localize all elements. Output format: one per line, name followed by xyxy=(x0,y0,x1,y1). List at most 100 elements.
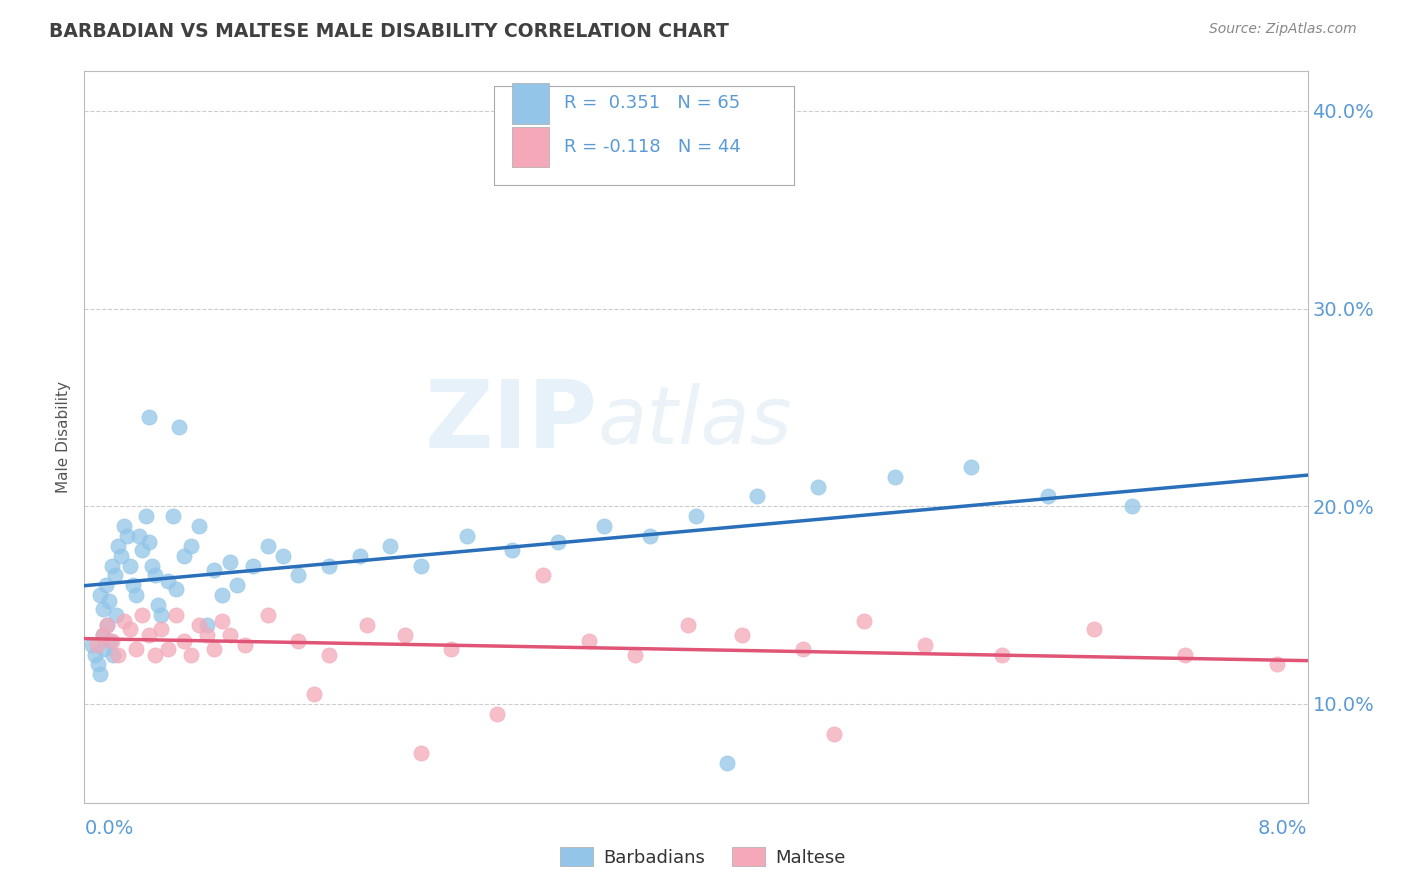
Text: 8.0%: 8.0% xyxy=(1258,819,1308,838)
Point xyxy=(89,588,111,602)
Point xyxy=(195,628,218,642)
Point xyxy=(271,549,294,563)
Point xyxy=(349,549,371,563)
Bar xyxy=(513,83,550,123)
Point xyxy=(138,534,160,549)
Point xyxy=(96,618,118,632)
Point xyxy=(86,638,108,652)
FancyBboxPatch shape xyxy=(494,86,794,185)
Point xyxy=(547,534,569,549)
Text: BARBADIAN VS MALTESE MALE DISABILITY CORRELATION CHART: BARBADIAN VS MALTESE MALE DISABILITY COR… xyxy=(49,22,730,41)
Point xyxy=(165,607,187,622)
Point xyxy=(87,657,110,672)
Point xyxy=(120,622,142,636)
Point xyxy=(173,633,195,648)
Point xyxy=(233,638,256,652)
Point xyxy=(141,558,163,573)
Point xyxy=(302,687,325,701)
Point xyxy=(91,602,114,616)
Point xyxy=(180,648,202,662)
Point xyxy=(1121,500,1143,514)
Point xyxy=(747,489,769,503)
Point xyxy=(257,539,280,553)
Point xyxy=(226,578,249,592)
Point xyxy=(218,628,240,642)
Point xyxy=(685,509,707,524)
Point xyxy=(91,628,114,642)
Point xyxy=(89,667,111,681)
Point xyxy=(486,706,509,721)
Bar xyxy=(513,127,550,167)
Point xyxy=(120,558,142,573)
Point xyxy=(991,648,1014,662)
Point xyxy=(131,607,153,622)
Point xyxy=(409,558,432,573)
Point xyxy=(84,648,107,662)
Point xyxy=(112,614,135,628)
Point xyxy=(502,542,524,557)
Point xyxy=(792,641,814,656)
Point xyxy=(122,578,145,592)
Point xyxy=(807,479,830,493)
Point xyxy=(211,614,233,628)
Point xyxy=(173,549,195,563)
Point xyxy=(211,588,233,602)
Point xyxy=(165,582,187,597)
Point xyxy=(149,607,172,622)
Point xyxy=(578,633,600,648)
Point xyxy=(638,529,661,543)
Point xyxy=(914,638,936,652)
Point xyxy=(218,555,240,569)
Point xyxy=(146,598,169,612)
Point xyxy=(188,618,211,632)
Point xyxy=(356,618,378,632)
Legend: Barbadians, Maltese: Barbadians, Maltese xyxy=(553,840,853,874)
Point xyxy=(112,519,135,533)
Point xyxy=(167,420,190,434)
Point xyxy=(131,542,153,557)
Point xyxy=(1083,622,1105,636)
Point xyxy=(188,519,211,533)
Point xyxy=(98,633,121,648)
Point xyxy=(242,558,264,573)
Text: Source: ZipAtlas.com: Source: ZipAtlas.com xyxy=(1209,22,1357,37)
Point xyxy=(1174,648,1197,662)
Point xyxy=(624,648,647,662)
Point xyxy=(180,539,202,553)
Text: atlas: atlas xyxy=(598,384,793,461)
Point xyxy=(96,618,118,632)
Point xyxy=(380,539,402,553)
Point xyxy=(853,614,876,628)
Point xyxy=(394,628,416,642)
Point xyxy=(823,726,845,740)
Point xyxy=(440,641,463,656)
Point xyxy=(257,607,280,622)
Point xyxy=(731,628,754,642)
Point xyxy=(107,539,129,553)
Point xyxy=(128,529,150,543)
Point xyxy=(678,618,700,632)
Point xyxy=(138,628,160,642)
Point xyxy=(318,558,340,573)
Point xyxy=(107,648,129,662)
Point xyxy=(104,568,127,582)
Point xyxy=(531,568,554,582)
Point xyxy=(202,641,225,656)
Point xyxy=(409,747,432,761)
Text: 0.0%: 0.0% xyxy=(84,819,134,838)
Point xyxy=(80,638,103,652)
Point xyxy=(960,459,983,474)
Text: R = -0.118   N = 44: R = -0.118 N = 44 xyxy=(564,138,741,156)
Point xyxy=(143,568,166,582)
Point xyxy=(91,628,114,642)
Point xyxy=(93,641,115,656)
Point xyxy=(1265,657,1288,672)
Point xyxy=(115,529,138,543)
Point xyxy=(162,509,184,524)
Point xyxy=(318,648,340,662)
Point xyxy=(149,622,172,636)
Point xyxy=(138,410,160,425)
Point xyxy=(103,648,125,662)
Point xyxy=(105,607,128,622)
Y-axis label: Male Disability: Male Disability xyxy=(56,381,72,493)
